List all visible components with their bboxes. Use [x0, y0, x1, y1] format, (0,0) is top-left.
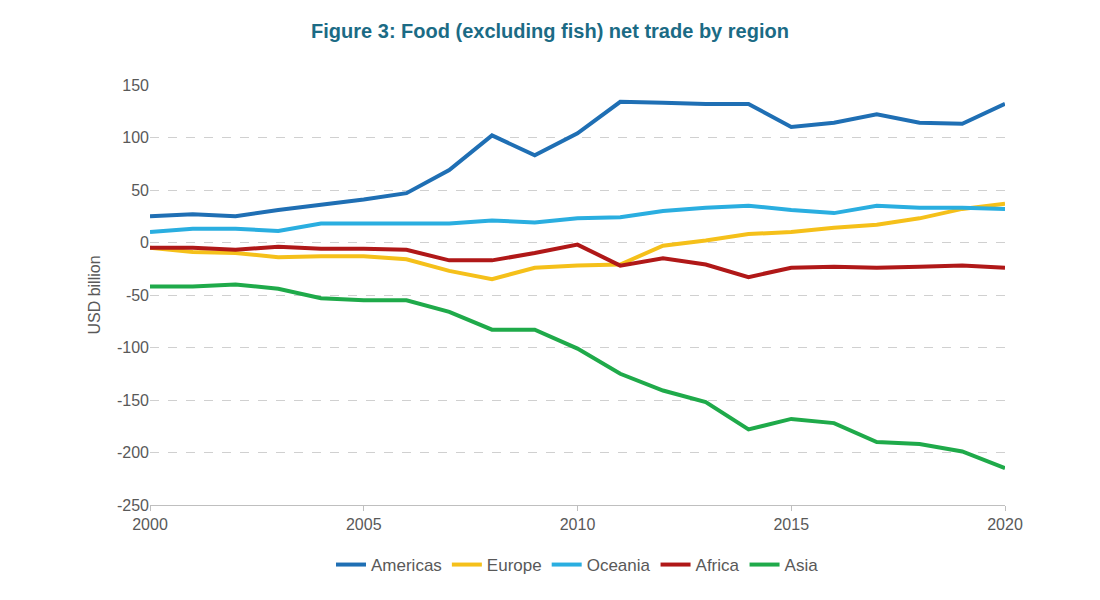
svg-text:2000: 2000 [132, 516, 168, 533]
svg-text:2015: 2015 [773, 516, 809, 533]
svg-text:-100: -100 [117, 339, 149, 356]
svg-text:-50: -50 [126, 287, 149, 304]
svg-text:Americas: Americas [371, 556, 442, 575]
svg-text:2005: 2005 [346, 516, 382, 533]
svg-text:100: 100 [122, 129, 149, 146]
svg-text:2020: 2020 [987, 516, 1023, 533]
svg-text:-150: -150 [117, 392, 149, 409]
svg-text:150: 150 [122, 77, 149, 94]
svg-text:50: 50 [131, 182, 149, 199]
svg-text:-200: -200 [117, 444, 149, 461]
svg-text:Europe: Europe [487, 556, 542, 575]
svg-text:0: 0 [140, 234, 149, 251]
svg-text:-250: -250 [117, 497, 149, 514]
svg-text:2010: 2010 [560, 516, 596, 533]
svg-text:Oceania: Oceania [587, 556, 651, 575]
svg-text:USD billion: USD billion [86, 255, 103, 334]
svg-text:Africa: Africa [696, 556, 740, 575]
svg-text:Figure 3: Food (excluding fish: Figure 3: Food (excluding fish) net trad… [311, 20, 789, 42]
svg-text:Asia: Asia [785, 556, 819, 575]
